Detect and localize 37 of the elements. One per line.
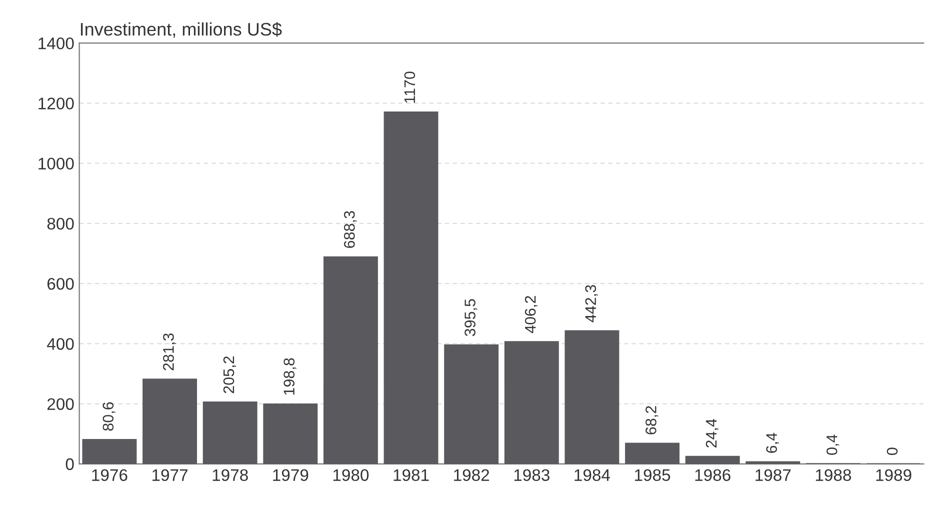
data-label: 198,8 — [284, 358, 296, 395]
y-tick-label: 600 — [47, 278, 74, 290]
x-tick-label: 1984 — [574, 469, 610, 482]
data-label: 688,3 — [344, 211, 357, 248]
data-label: 68,2 — [646, 406, 658, 434]
x-tick-label: 1983 — [514, 469, 550, 482]
x-tick-label: 1979 — [273, 469, 308, 482]
data-label: 6,4 — [766, 432, 779, 453]
x-tick-label: 1978 — [212, 469, 248, 482]
y-tick-label: 400 — [47, 338, 74, 350]
y-tick-label: 1000 — [38, 158, 74, 170]
x-tick-label: 1985 — [635, 469, 670, 482]
data-label: 80,6 — [102, 402, 116, 431]
y-tick-label: 0 — [66, 458, 74, 470]
y-tick-label: 200 — [47, 398, 74, 410]
data-label: 406,2 — [524, 296, 538, 334]
data-label: 24,4 — [706, 418, 718, 448]
x-tick-label: 1976 — [92, 469, 128, 482]
x-tick-label: 1987 — [756, 469, 791, 482]
x-tick-label: 1988 — [816, 469, 852, 482]
x-tick-label: 1982 — [454, 469, 490, 482]
x-tick-label: 1981 — [394, 469, 429, 482]
data-label: 0 — [886, 448, 898, 455]
y-tick-label: 800 — [47, 218, 74, 230]
data-label: 0,4 — [826, 434, 840, 455]
chart-title: Investiment, millions US$ — [80, 22, 282, 38]
x-tick-label: 1980 — [333, 469, 369, 482]
data-label: 281,3 — [163, 333, 176, 370]
y-tick-label: 1200 — [38, 98, 74, 110]
x-tick-label: 1977 — [152, 469, 188, 482]
data-label: 1170 — [404, 72, 416, 103]
x-tick-label: 1986 — [695, 469, 730, 482]
data-label: 205,2 — [223, 356, 236, 394]
data-label: 395,5 — [464, 299, 478, 336]
y-tick-label: 1400 — [38, 37, 74, 50]
x-tick-label: 1989 — [876, 469, 912, 482]
data-label: 442,3 — [585, 285, 598, 322]
